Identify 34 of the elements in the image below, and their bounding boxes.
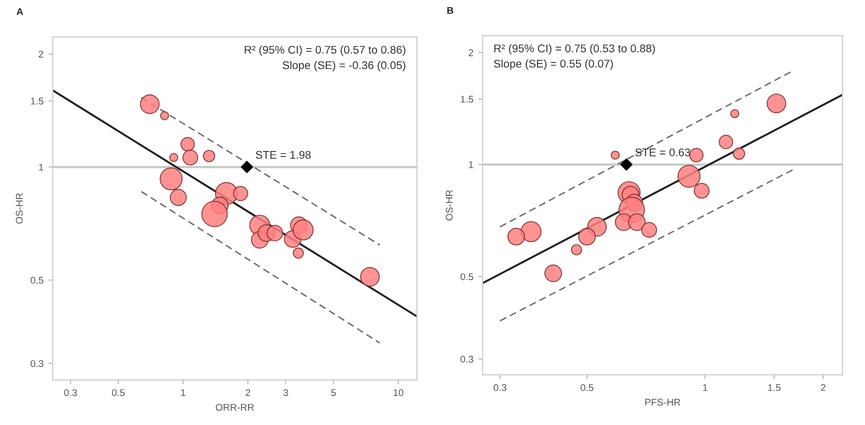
x-tick-label: 0.3	[494, 384, 506, 392]
y-axis-title: OS-HR	[16, 193, 23, 224]
y-axis-title: OS-HR	[446, 190, 453, 220]
x-tick-label: 2	[246, 389, 250, 396]
annotation: STE = 0.63	[635, 148, 690, 156]
x-tick-label: 1	[703, 384, 708, 391]
x-tick-label: 0.5	[112, 389, 125, 396]
x-tick-label: 0.5	[580, 384, 594, 392]
y-tick-label: 0.3	[460, 356, 474, 363]
x-tick-label: 3	[283, 389, 288, 396]
y-tick-label: 0.5	[460, 273, 474, 280]
chart-title: A	[16, 8, 24, 15]
x-tick-label: 5	[331, 389, 336, 396]
x-axis-title: PFS-HR	[645, 398, 680, 406]
y-tick-label: 2	[468, 49, 474, 56]
y-tick-label: 2	[38, 50, 44, 58]
annotation: Slope (SE) = -0.36 (0.05)	[282, 60, 406, 72]
x-tick-label: 0.3	[64, 389, 77, 396]
y-tick-label: 1	[39, 164, 44, 171]
x-tick-label: 1.5	[768, 384, 781, 392]
x-tick-label: 10	[394, 389, 404, 396]
x-tick-label: 2	[820, 384, 826, 391]
x-axis-title: ORR-RR	[216, 404, 254, 411]
x-tick-label: 1	[181, 389, 186, 396]
y-tick-label: 0.5	[30, 276, 44, 284]
y-tick-label: 1.5	[30, 98, 44, 105]
annotation: Slope (SE) = 0.55 (0.07)	[494, 59, 613, 70]
annotation: STE = 1.98	[256, 150, 311, 159]
chart-title: B	[447, 7, 454, 14]
y-tick-label: 0.3	[30, 360, 44, 367]
y-tick-label: 1.5	[460, 96, 474, 103]
annotation: R² (95% CI) = 0.75 (0.53 to 0.88)	[494, 44, 655, 55]
annotation: R² (95% CI) = 0.75 (0.57 to 0.86)	[244, 46, 406, 56]
y-tick-label: 1	[468, 161, 474, 168]
